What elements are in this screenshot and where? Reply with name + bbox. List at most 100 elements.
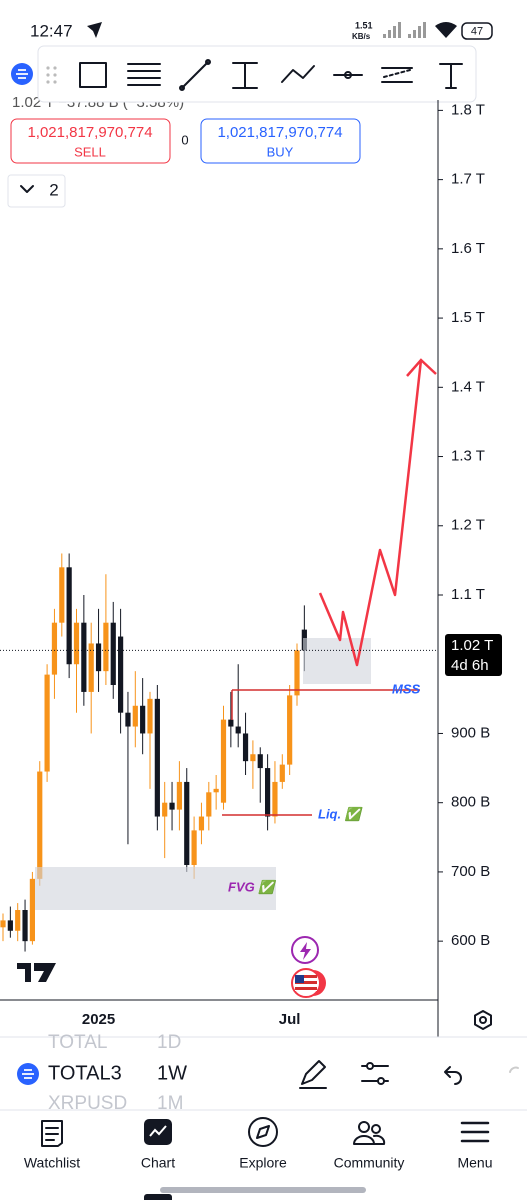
candle-body [22,910,28,942]
projection-arrow [318,359,423,667]
x-tick-label: Jul [279,1011,301,1028]
y-tick-label: 600 B [451,932,490,949]
nav-label[interactable]: Menu [457,1155,492,1171]
candle-body [265,768,271,817]
buy-button[interactable] [200,118,361,164]
net-unit: KB/s [352,32,371,41]
clock: 12:47 [30,21,73,40]
pencil-icon[interactable] [299,1060,327,1089]
y-tick-label: 700 B [451,863,490,880]
liq-label: Liq. ✅ [318,806,364,821]
candle-body [73,622,80,665]
chevron [20,185,34,193]
next-tab-hint [144,1194,172,1200]
tool-icons[interactable] [79,59,463,91]
candle-body [198,816,205,831]
us-flag [295,975,317,991]
drag-handle [46,66,57,84]
nav-label[interactable]: Explore [239,1155,287,1171]
home-indicator [160,1187,366,1193]
mss-label: MSS [392,681,421,696]
undo-icon[interactable] [444,1066,462,1085]
fvg-box [35,867,276,910]
candle-body [206,792,212,817]
candle-body [140,705,146,734]
sell-price: 1,021,817,970,774 [27,124,152,141]
candle-body [0,920,6,928]
symbol-name: TOTAL [48,1032,107,1053]
candle-body [294,650,300,696]
nav-label[interactable]: Chart [141,1155,175,1171]
menu-icon[interactable] [460,1121,490,1143]
candle-body [37,771,43,879]
buy-label: BUY [267,144,294,159]
y-tick-label: 1.7 T [451,171,485,188]
y-tick-label: 900 B [451,724,490,741]
symbol-interval[interactable]: 1W [157,1062,187,1084]
y-tick-label: 1.8 T [451,101,485,118]
candle-body [272,781,278,817]
sell-label: SELL [74,144,106,159]
nav-label[interactable]: Watchlist [24,1155,80,1171]
candle-body [110,622,116,685]
candle-body [132,705,138,727]
candle-body [250,754,256,762]
candle-body [125,712,131,727]
y-tick-label: 1.1 T [451,586,485,603]
redo-icon [509,1066,519,1073]
symbol-name[interactable]: TOTAL3 [48,1062,122,1084]
last-price: 1.02 T [451,637,493,654]
y-tick-label: 1.4 T [451,378,485,395]
candle-body [191,830,197,865]
candle-body [147,698,153,734]
arrow-head [406,358,437,377]
watchlist-icon[interactable] [41,1120,63,1147]
candle-body [257,754,263,769]
fvg-label: FVG ✅ [228,879,277,894]
countdown: 4d 6h [451,657,489,674]
candle-body [59,567,65,623]
candle-body [66,567,72,665]
layout-toggle[interactable] [7,174,66,208]
settings-dot [479,1016,487,1024]
candle-body [242,733,249,762]
y-tick-label: 1.2 T [451,517,485,534]
candle-body [213,788,219,793]
indicator-icon[interactable] [361,1062,389,1085]
lightning [300,942,311,960]
candle-body [176,781,182,810]
battery-level: 47 [471,25,483,37]
candle-body [220,719,227,803]
candle-body [235,726,241,734]
battery [461,22,493,40]
settings-icon[interactable] [474,1010,492,1030]
candle-body [162,802,168,817]
tradingview-logo [17,963,56,982]
candle-body [154,698,160,817]
community-icon[interactable] [353,1121,386,1145]
symbol-name: XRPUSD [48,1093,127,1114]
symbol-interval: 1M [157,1093,183,1114]
signal-icons [383,22,457,38]
candle-body [15,910,21,931]
net-speed: 1.51 [355,20,373,30]
candle-body [279,764,285,782]
nav-label[interactable]: Community [334,1155,405,1171]
sell-button[interactable] [10,118,171,164]
layout-count: 2 [49,180,58,199]
telegram-icon [87,22,102,38]
candle-body [228,719,234,727]
drawing-toolbar [37,45,477,103]
symbol-logo-mark [22,1069,34,1079]
y-tick-label: 1.6 T [451,240,485,257]
symbol-interval: 1D [157,1032,181,1053]
candle-body [118,636,124,713]
explore-icon[interactable] [248,1117,278,1147]
buy-price: 1,021,817,970,774 [217,124,342,141]
candle-body [88,643,94,692]
candle-body [287,695,293,765]
candle-body [95,643,102,672]
y-tick-label: 800 B [451,794,490,811]
candle-body [81,622,87,692]
